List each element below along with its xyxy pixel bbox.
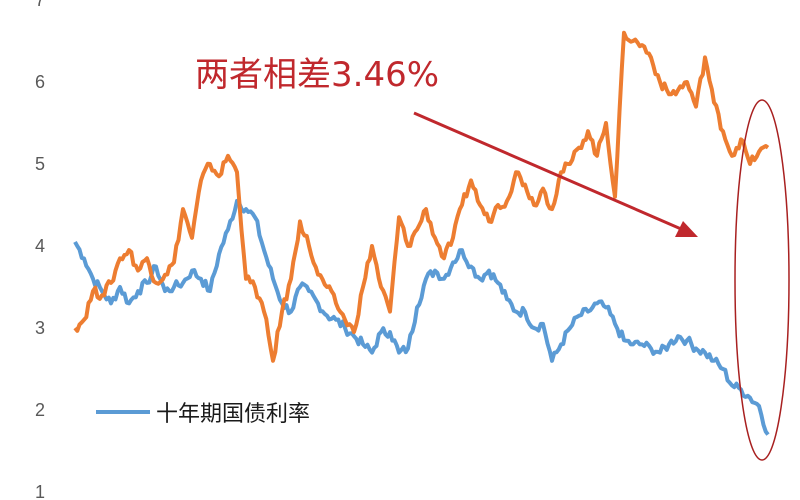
series-lines bbox=[73, 30, 770, 436]
series-line-orange bbox=[73, 30, 770, 363]
y-tick-label: 6 bbox=[35, 72, 45, 92]
y-tick-label: 7 bbox=[35, 0, 45, 10]
y-axis-tick-labels: 1 2 3 4 5 6 7 bbox=[35, 0, 45, 500]
annotation-text: 两者相差3.46% bbox=[195, 55, 439, 95]
legend: 十年期国债利率 bbox=[96, 402, 310, 427]
legend-label-blue: 十年期国债利率 bbox=[156, 402, 310, 427]
y-tick-label: 2 bbox=[35, 400, 45, 420]
annotation-arrow-shaft bbox=[413, 111, 689, 234]
annotation-ellipse bbox=[734, 99, 790, 461]
series-line-treasury-yield bbox=[73, 198, 770, 436]
annotation: 两者相差3.46% bbox=[195, 55, 790, 461]
annotation-arrow-head bbox=[675, 221, 698, 237]
y-tick-label: 4 bbox=[35, 236, 45, 256]
y-tick-label: 3 bbox=[35, 318, 45, 338]
y-tick-label: 5 bbox=[35, 154, 45, 174]
y-tick-label: 1 bbox=[35, 482, 45, 500]
